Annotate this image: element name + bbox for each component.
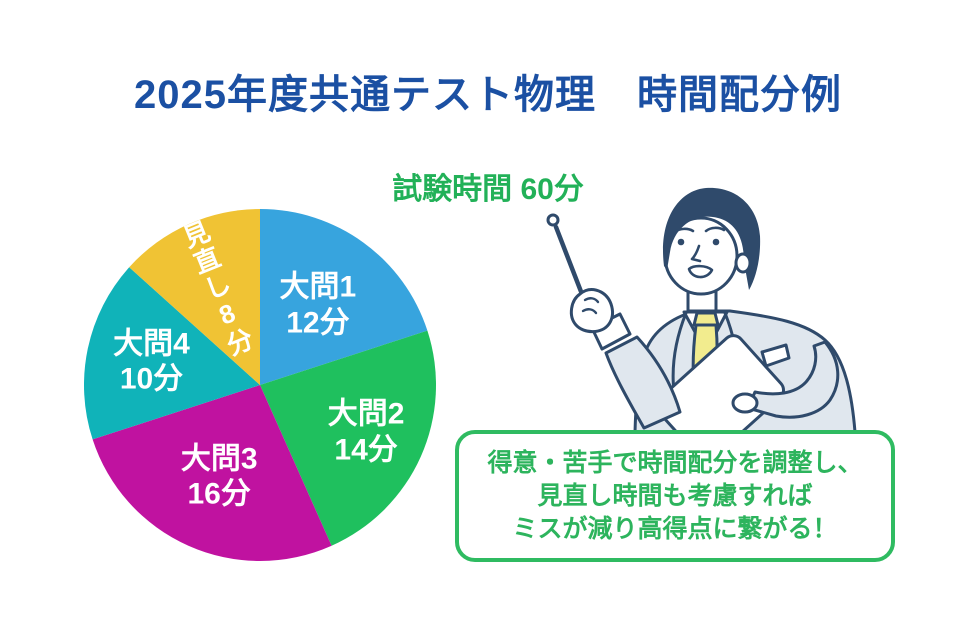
mouth [687,264,714,279]
eye-right [712,238,720,246]
pie-slice-3 [92,385,332,562]
fist-knuckles [581,297,600,315]
eyebrow-right [704,226,726,233]
time-allocation-pie-chart [83,209,437,562]
pie-slice-2 [260,330,437,546]
teacher-head [663,187,761,296]
pocket-square [760,343,791,368]
clipboard-icon [654,334,786,432]
eye-left [677,238,685,246]
nose [690,244,702,263]
callout-line-2: 見直し時間も考慮すれば [537,481,813,510]
callout-line-3: ミスが減り高得点に繋がる！ [512,514,838,543]
pie-slice-4 [83,267,260,440]
callout-box: 得意・苦手で時間配分を調整し、 見直し時間も考慮すれば ミスが減り高得点に繋がる… [455,430,895,562]
page-title: 2025年度共通テスト物理 時間配分例 [134,73,842,117]
pie-slice-1 [260,209,428,385]
right-hand [731,392,759,414]
exam-time-label: 試験時間 60分 [392,173,584,206]
left-arm-sleeve [604,335,682,430]
eyebrow-left [673,227,695,234]
callout-line-1: 得意・苦手で時間配分を調整し、 [487,448,863,477]
teacher-hair [663,187,761,290]
pie-slice-5 [129,209,260,385]
teacher-ear [734,252,752,274]
teacher-illustration [546,187,857,432]
